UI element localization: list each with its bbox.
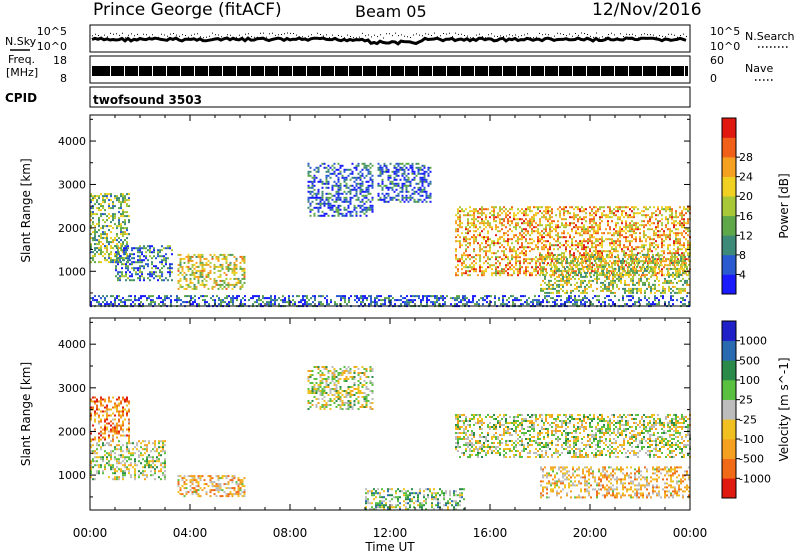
colorbar: 4 8 12 16 20 24 28 Power [dB] — [721, 117, 791, 295]
colorbar-tick-label: 20 — [739, 190, 753, 203]
cpid-label: CPID — [5, 91, 37, 105]
x-tick-label: 04:00 — [173, 526, 208, 540]
colorbar-tick-label: 16 — [739, 210, 753, 223]
cpid-value: twofsound 3503 — [93, 93, 202, 107]
power-panel: 1000 2000 3000 4000 Slant Range [km] 4 8 12 16 20… — [19, 114, 791, 308]
colorbar-tick-label: 4 — [739, 268, 746, 281]
colorbar-segment — [722, 157, 736, 177]
colorbar-tick-label: 12 — [739, 229, 753, 242]
colorbar-segment — [722, 274, 736, 295]
x-tick-label: 16:00 — [473, 526, 508, 540]
x-axis-label: Time UT — [364, 540, 415, 554]
x-tick-label: 00:00 — [73, 526, 108, 540]
colorbar-segment — [722, 176, 736, 197]
x-tick-label: 20:00 — [573, 526, 608, 540]
colorbar-tick-label: -500 — [739, 453, 764, 466]
colorbar-segment — [722, 321, 736, 341]
colorbar-segment — [722, 235, 736, 256]
colorbar-tick-label: -1000 — [739, 472, 771, 485]
y-axis-label: Slant Range [km] — [19, 158, 33, 262]
echo-cells — [90, 366, 691, 511]
colorbar: 1000 500 100 25 -25 -100 -500 -1000 Velocity [m … — [721, 320, 791, 499]
nave-tick-top: 60 — [710, 54, 724, 67]
colorbar-label: Velocity [m s^-1] — [777, 357, 791, 461]
time-axis: 00:00 04:00 08:00 12:00 16:00 20:00 00:00 — [73, 526, 708, 540]
freq-unit: [MHz] — [6, 66, 38, 79]
x-tick-label: 08:00 — [273, 526, 308, 540]
nsky-tick-bottom: 10^0 — [37, 40, 67, 53]
nsearch-trace — [92, 32, 687, 39]
nsky-panel: 10^5 10^0 10^5 10^0 N.Sky N.Search — [5, 24, 795, 53]
colorbar-frame — [721, 117, 737, 295]
freq-label: Freq. — [8, 53, 35, 66]
y-tick-label: 3000 — [58, 178, 86, 191]
colorbar-tick-label: 25 — [739, 394, 753, 407]
colorbar-segment — [722, 380, 736, 400]
colorbar-tick-label: -25 — [739, 413, 757, 426]
colorbar-tick-label: 8 — [739, 249, 746, 262]
date-label: 12/Nov/2016 — [592, 0, 702, 20]
y-tick-label: 3000 — [58, 382, 86, 395]
nave-tick-bottom: 0 — [710, 72, 717, 85]
colorbar-tick-label: 100 — [739, 374, 760, 387]
colorbar-segment — [722, 196, 736, 217]
station-title: Prince George (fitACF) — [93, 0, 282, 20]
y-axis-label: Slant Range [km] — [19, 362, 33, 466]
y-tick-label: 1000 — [58, 265, 86, 278]
colorbar-segment — [722, 118, 736, 138]
freq-tick-bottom: 8 — [60, 72, 67, 85]
nsearch-tick-bottom: 10^0 — [710, 40, 740, 53]
nsky-trace — [91, 36, 687, 46]
colorbar-frame — [721, 320, 737, 499]
y-tick-label: 1000 — [58, 469, 86, 482]
y-tick-label: 2000 — [58, 222, 86, 235]
colorbar-segment — [722, 215, 736, 236]
colorbar-label: Power [dB] — [777, 173, 791, 238]
echo-cells — [90, 162, 691, 308]
nsky-tick-top: 10^5 — [37, 25, 67, 38]
y-tick-label: 4000 — [58, 135, 86, 148]
cpid-panel: CPID twofsound 3503 — [5, 86, 691, 108]
freq-tick-top: 18 — [53, 54, 67, 67]
colorbar-segment — [722, 478, 736, 499]
colorbar-segment — [722, 254, 736, 275]
colorbar-tick-label: 24 — [739, 171, 753, 184]
colorbar-segment — [722, 340, 736, 361]
colorbar-tick-label: 1000 — [739, 335, 767, 348]
x-tick-label: 12:00 — [373, 526, 408, 540]
colorbar-segment — [722, 137, 736, 158]
nsky-label: N.Sky — [5, 35, 37, 48]
nave-label: Nave — [745, 62, 773, 75]
colorbar-segment — [722, 419, 736, 440]
panel-frame — [89, 114, 691, 307]
colorbar-segment — [722, 439, 736, 459]
colorbar-segment — [722, 458, 736, 479]
colorbar-tick-label: 500 — [739, 354, 760, 367]
freq-panel: 18 8 60 0 Freq. [MHz] Nave — [6, 53, 775, 85]
colorbar-tick-label: -100 — [739, 433, 764, 446]
x-tick-label: 00:00 — [673, 526, 708, 540]
colorbar-segment — [722, 399, 736, 420]
colorbar-tick-label: 28 — [739, 151, 753, 164]
nsearch-label: N.Search — [745, 30, 795, 43]
y-tick-label: 2000 — [58, 425, 86, 438]
nsearch-tick-top: 10^5 — [710, 25, 740, 38]
beam-label: Beam 05 — [355, 2, 427, 21]
freq-gaps — [110, 66, 685, 76]
y-tick-label: 4000 — [58, 338, 86, 351]
colorbar-segment — [722, 360, 736, 381]
